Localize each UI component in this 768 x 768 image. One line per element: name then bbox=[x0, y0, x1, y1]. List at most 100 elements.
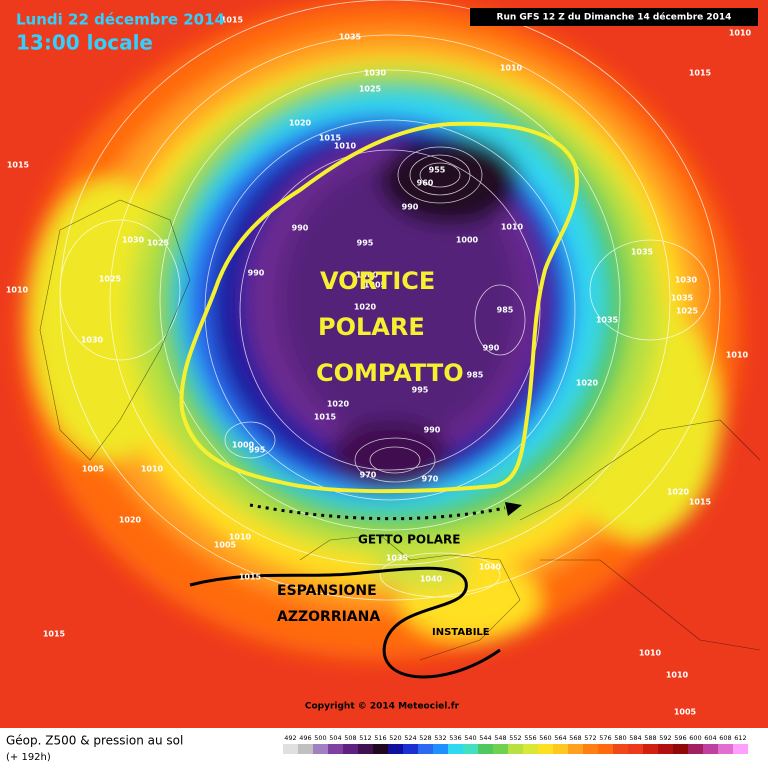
pressure-label: 1010 bbox=[666, 671, 689, 680]
colorbar-label: 500 bbox=[314, 734, 326, 742]
colorbar-swatch bbox=[298, 744, 313, 754]
forecast-time: 13:00 locale bbox=[16, 31, 153, 55]
colorbar-label: 592 bbox=[659, 734, 671, 742]
colorbar-label: 508 bbox=[344, 734, 356, 742]
copyright: Copyright © 2014 Meteociel.fr bbox=[305, 702, 460, 712]
pressure-label: 1035 bbox=[339, 33, 362, 42]
pressure-label: 970 bbox=[422, 475, 439, 484]
pressure-label: 1010 bbox=[639, 649, 662, 658]
colorbar-swatch bbox=[613, 744, 628, 754]
colorbar-swatch bbox=[598, 744, 613, 754]
colorbar-label: 552 bbox=[509, 734, 521, 742]
colorbar-swatch bbox=[733, 744, 748, 754]
pressure-label: 1010 bbox=[501, 223, 524, 232]
pressure-label: 1020 bbox=[327, 400, 350, 409]
pressure-label: 990 bbox=[424, 426, 441, 435]
pressure-label: 1040 bbox=[420, 575, 443, 584]
pressure-label: 1015 bbox=[43, 630, 66, 639]
colorbar-swatch bbox=[403, 744, 418, 754]
colorbar-label: 576 bbox=[599, 734, 611, 742]
pressure-label: 1015 bbox=[689, 498, 712, 507]
colorbar-label: 512 bbox=[359, 734, 371, 742]
pressure-label: 1030 bbox=[81, 336, 104, 345]
pressure-label: 1015 bbox=[7, 161, 30, 170]
pressure-label: 1030 bbox=[364, 69, 387, 78]
pressure-label: 1025 bbox=[676, 307, 699, 316]
colorbar-swatch bbox=[388, 744, 403, 754]
colorbar-swatch bbox=[553, 744, 568, 754]
jet-arrowhead bbox=[505, 502, 522, 516]
pressure-label: 955 bbox=[429, 166, 446, 175]
pressure-label: 960 bbox=[417, 179, 434, 188]
pressure-label: 1020 bbox=[289, 119, 312, 128]
pressure-label: 1000 bbox=[356, 271, 379, 280]
pressure-label: 1020 bbox=[354, 303, 377, 312]
colorbar-label: 588 bbox=[644, 734, 656, 742]
pressure-label: 1015 bbox=[689, 69, 712, 78]
pressure-label: 1035 bbox=[386, 554, 409, 563]
colorbar-swatch bbox=[673, 744, 688, 754]
colorbar-swatch bbox=[463, 744, 478, 754]
pressure-label: 1005 bbox=[82, 465, 105, 474]
azores-ridge-line bbox=[189, 566, 501, 679]
pressure-label: 1020 bbox=[576, 379, 599, 388]
pressure-label: 1035 bbox=[596, 316, 619, 325]
run-info: Run GFS 12 Z du Dimanche 14 décembre 201… bbox=[497, 12, 732, 23]
pressure-label: 1040 bbox=[479, 563, 502, 572]
colorbar-label: 496 bbox=[299, 734, 311, 742]
colorbar-swatch bbox=[328, 744, 343, 754]
colorbar-label: 584 bbox=[629, 734, 641, 742]
colorbar-swatch bbox=[418, 744, 433, 754]
colorbar: 492 496 500 504 508 512 516 520 524 528 532 536 540 5… bbox=[283, 734, 748, 754]
pressure-labels: 1015103510301025101010151010101510201015… bbox=[6, 16, 752, 717]
colorbar-swatch bbox=[283, 744, 298, 754]
pressure-label: 1020 bbox=[667, 488, 690, 497]
colorbar-label: 604 bbox=[704, 734, 716, 742]
pressure-label: 1035 bbox=[631, 248, 654, 257]
vortex-outline bbox=[179, 121, 579, 494]
colorbar-label: 524 bbox=[404, 734, 416, 742]
colorbar-swatch bbox=[448, 744, 463, 754]
colorbar-label: 540 bbox=[464, 734, 476, 742]
colorbar-swatch bbox=[493, 744, 508, 754]
vortex-label: VORTICE bbox=[320, 267, 435, 295]
colorbar-label: 612 bbox=[734, 734, 746, 742]
run-banner bbox=[470, 8, 758, 26]
colorbar-swatch bbox=[508, 744, 523, 754]
pressure-label: 995 bbox=[249, 446, 266, 455]
colorbar-label: 504 bbox=[329, 734, 341, 742]
pressure-label: 985 bbox=[497, 306, 514, 315]
pressure-label: 1015 bbox=[319, 134, 342, 143]
colorbar-label: 556 bbox=[524, 734, 536, 742]
pressure-label: 1025 bbox=[99, 275, 122, 284]
pressure-label: 1015 bbox=[314, 413, 337, 422]
pressure-label: 1000 bbox=[232, 441, 255, 450]
colorbar-swatch bbox=[313, 744, 328, 754]
azores-label: ESPANSIONE bbox=[277, 583, 377, 599]
pressure-label: 1025 bbox=[359, 85, 382, 94]
unstable-label: INSTABILE bbox=[432, 627, 490, 638]
colorbar-label: 492 bbox=[284, 734, 296, 742]
colorbar-swatch bbox=[523, 744, 538, 754]
pressure-label: 1015 bbox=[239, 573, 262, 582]
colorbar-label: 548 bbox=[494, 734, 506, 742]
pressure-label: 1015 bbox=[221, 16, 244, 25]
azores-label: AZZORRIANA bbox=[277, 609, 380, 625]
forecast-date: Lundi 22 décembre 2014 bbox=[16, 11, 225, 29]
pressure-label: 990 bbox=[292, 224, 309, 233]
pressure-label: 1010 bbox=[141, 465, 164, 474]
colorbar-swatch bbox=[628, 744, 643, 754]
colorbar-label: 600 bbox=[689, 734, 701, 742]
vortex-label: POLARE bbox=[318, 313, 425, 341]
colorbar-swatch bbox=[538, 744, 553, 754]
colorbar-label: 528 bbox=[419, 734, 431, 742]
pressure-label: 970 bbox=[360, 471, 377, 480]
pressure-label: 1010 bbox=[726, 351, 749, 360]
pressure-label: 1010 bbox=[229, 533, 252, 542]
colorbar-swatch bbox=[568, 744, 583, 754]
pressure-label: 990 bbox=[483, 344, 500, 353]
pressure-label: 1010 bbox=[6, 286, 29, 295]
colorbar-swatch bbox=[643, 744, 658, 754]
colorbar-label: 520 bbox=[389, 734, 401, 742]
